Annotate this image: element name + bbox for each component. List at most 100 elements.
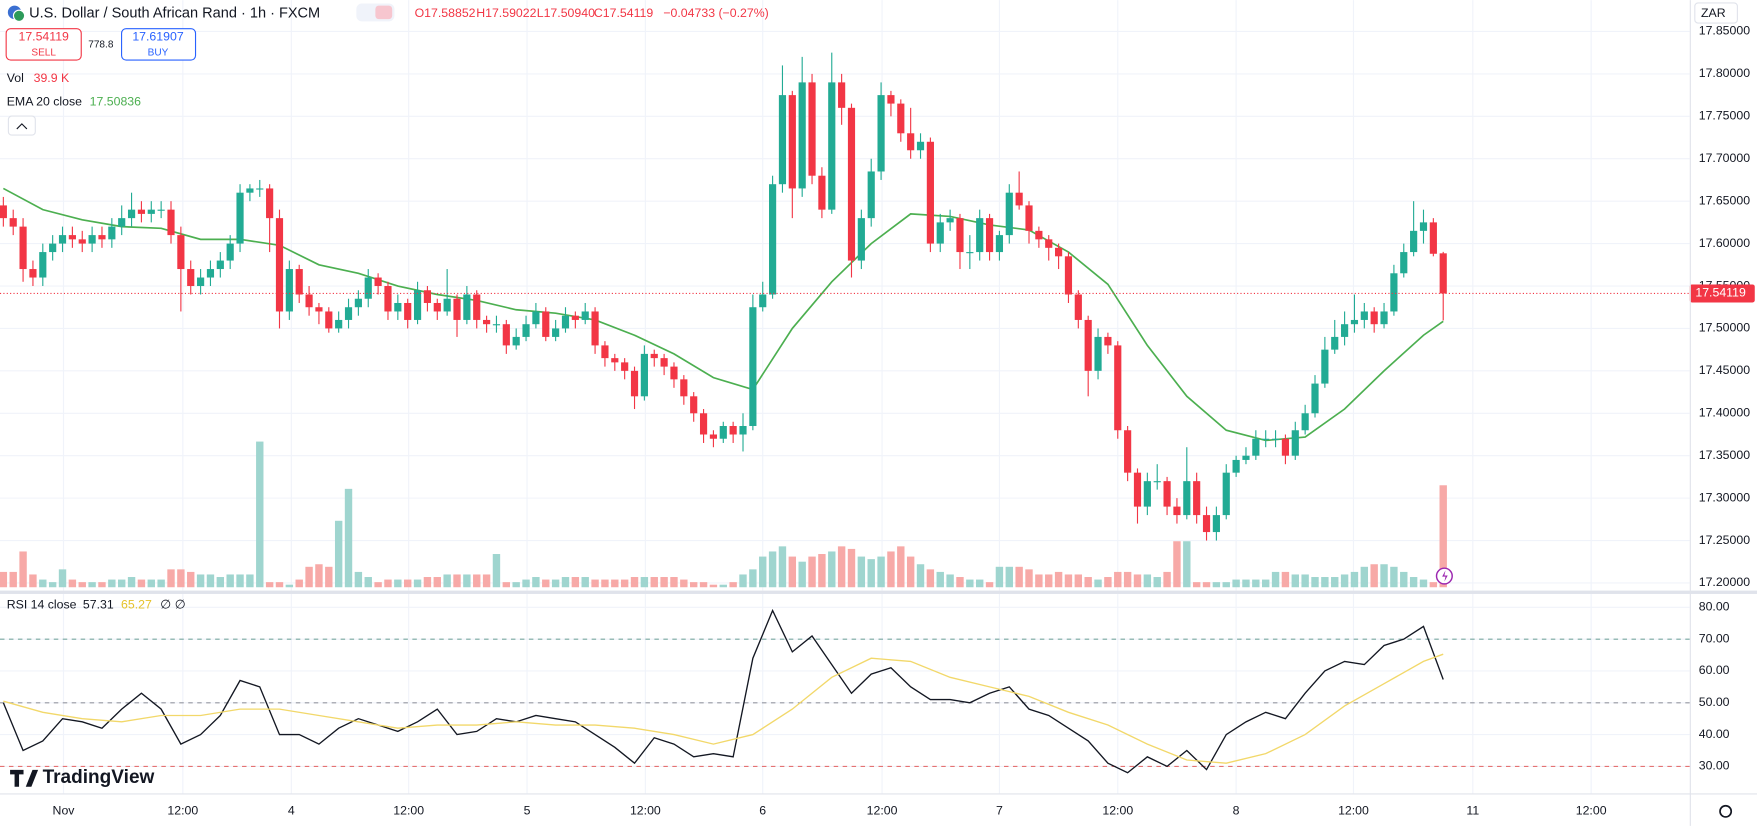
candle-body [177, 235, 185, 270]
candle-body [266, 188, 274, 219]
candle-body [127, 209, 136, 219]
candle-body [1429, 222, 1437, 254]
x-tick-label: 12:00 [867, 804, 898, 818]
candle-body [936, 222, 944, 244]
candle-body [226, 243, 234, 261]
buy-price[interactable]: 17.61907 [132, 29, 184, 43]
candle-body [1222, 472, 1230, 516]
candle-body [1025, 205, 1033, 231]
volume-bar [1025, 569, 1033, 588]
currency[interactable]: ZAR [1701, 6, 1726, 20]
event-icon[interactable] [1442, 570, 1448, 582]
volume-bar [384, 579, 392, 588]
sell-button[interactable] [5, 28, 82, 61]
candle-body [759, 294, 767, 308]
candle-body [877, 95, 885, 172]
volume-bar [1054, 571, 1063, 588]
volume-bar [78, 582, 86, 588]
candle-body [690, 396, 698, 414]
volume-bar [315, 564, 323, 588]
volume-legend-value: 39.9 K [34, 71, 70, 85]
buy-label[interactable]: BUY [148, 47, 169, 58]
volume-bar [1192, 582, 1201, 588]
candle-body [1074, 294, 1082, 320]
sell-price[interactable]: 17.54119 [18, 29, 69, 43]
collapse-icon[interactable] [16, 123, 28, 130]
volume-bar [985, 582, 994, 588]
volume-bar [88, 582, 96, 588]
candle-body [463, 294, 471, 320]
candle-body [1242, 455, 1250, 460]
candle-body [729, 426, 737, 435]
y-tick-label: 50.00 [1699, 695, 1730, 709]
candle-body [433, 302, 441, 312]
y-tick-label: 17.45000 [1699, 363, 1751, 377]
candle-body [285, 269, 293, 312]
candle-body [394, 302, 402, 312]
compare-toggle[interactable] [375, 5, 393, 20]
volume-bar [275, 582, 284, 588]
y-tick-label: 17.30000 [1699, 490, 1751, 504]
volume-bar [906, 556, 915, 588]
y-tick-label: 17.85000 [1699, 24, 1751, 38]
volume-bar [837, 546, 846, 588]
candle-body [344, 307, 353, 320]
buy-button[interactable] [121, 28, 197, 61]
volume-bar [394, 579, 402, 588]
candle-body [295, 269, 303, 295]
volume-bar [196, 574, 205, 588]
candle-body [354, 298, 362, 308]
volume-bar [1123, 571, 1132, 588]
settings-icon[interactable] [1719, 804, 1733, 818]
candle-body [778, 95, 787, 185]
candle-body [483, 319, 491, 325]
candle-body [621, 362, 629, 371]
rsi-ma-legend-value: 65.27 [121, 597, 152, 611]
volume-bar [1400, 571, 1408, 588]
x-tick-label: Nov [53, 804, 76, 818]
ohlc-low: L17.50940 [537, 6, 595, 20]
volume-bar [492, 554, 501, 588]
candle-body [1015, 192, 1023, 206]
volume-bar [1183, 541, 1191, 588]
volume-bar [0, 571, 8, 588]
candle-body [769, 184, 777, 295]
collapse-button[interactable] [7, 115, 36, 136]
candle-body [571, 315, 579, 320]
candle-body [581, 311, 589, 320]
x-tick-label: 12:00 [1102, 804, 1133, 818]
candle-body [39, 252, 47, 278]
currency-selector[interactable] [1694, 2, 1738, 24]
symbol-title: U.S. Dollar / South African Rand · 1h · … [29, 5, 320, 21]
volume-bar [1045, 574, 1053, 588]
volume-bar [344, 488, 353, 588]
volume-bar [739, 574, 747, 588]
candle-body [1124, 430, 1132, 473]
candle-body [1301, 413, 1309, 431]
volume-bar [1271, 571, 1280, 588]
volume-bar [29, 574, 37, 588]
x-tick-label: 8 [1233, 804, 1240, 818]
candle-body [1163, 481, 1171, 507]
volume-bar [857, 556, 866, 588]
candle-body [670, 366, 678, 380]
candle-body [1341, 324, 1349, 337]
volume-bar [690, 582, 698, 588]
y-tick-label: 70.00 [1699, 631, 1730, 645]
sell-label[interactable]: SELL [31, 47, 56, 58]
volume-bar [463, 574, 471, 588]
last-price-tag [1689, 284, 1755, 303]
candle-body [680, 379, 688, 397]
candle-body [808, 82, 816, 176]
candle-body [108, 226, 116, 240]
volume-bar [1005, 566, 1013, 588]
candle-body [246, 188, 254, 193]
candle-body [818, 175, 826, 210]
volume-bar [1340, 574, 1349, 588]
volume-bar [246, 574, 254, 588]
candle-body [1439, 253, 1447, 294]
volume-bar [1153, 577, 1161, 588]
y-tick-label: 17.20000 [1699, 575, 1751, 589]
candle-body [1183, 481, 1191, 516]
